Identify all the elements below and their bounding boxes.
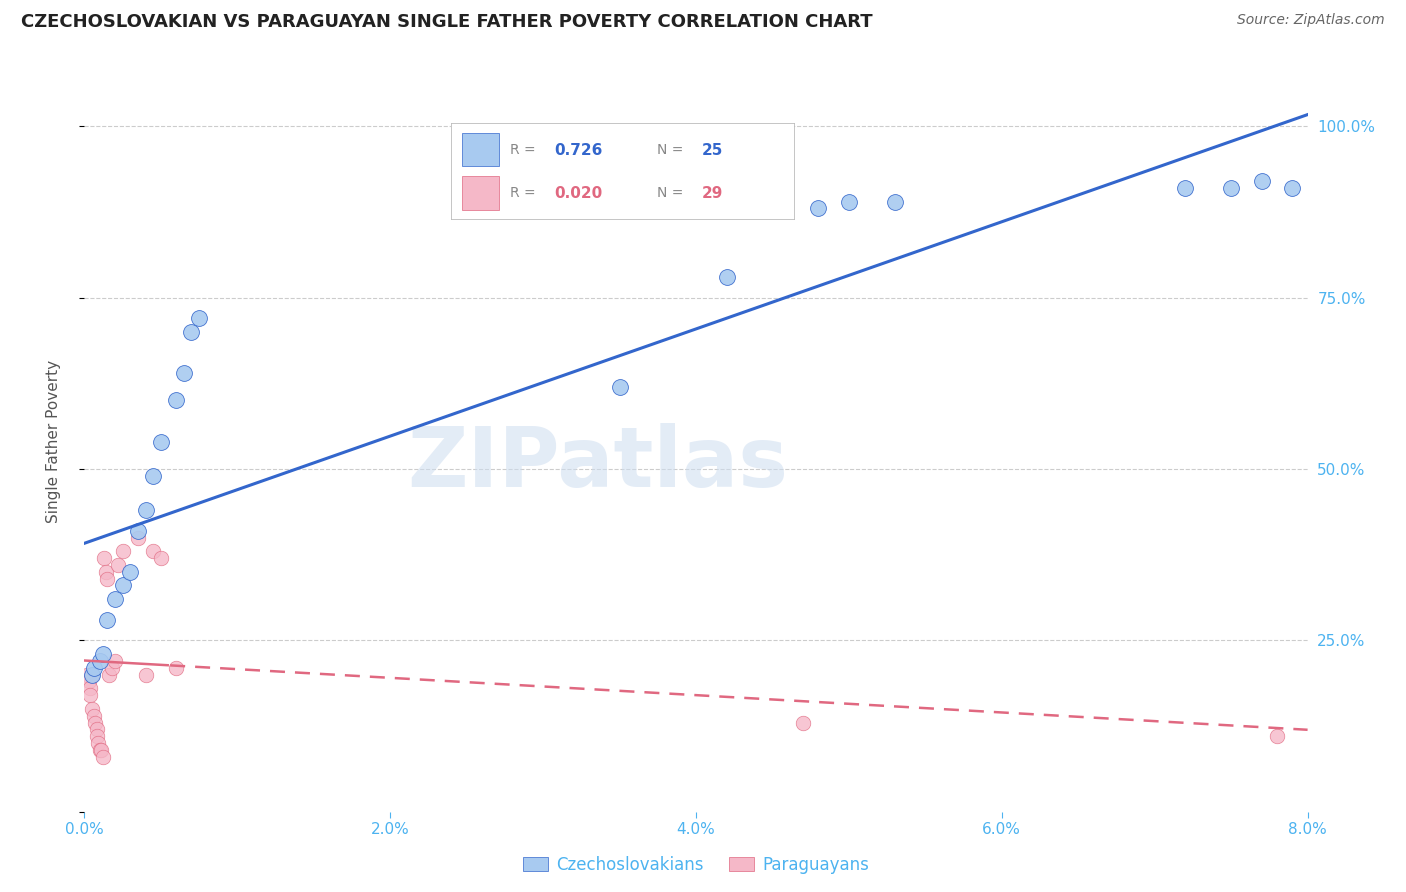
Point	[127, 531, 149, 545]
Point	[80, 702, 103, 716]
Point	[91, 750, 114, 764]
Point	[80, 667, 103, 681]
Point	[89, 654, 111, 668]
Point	[107, 558, 129, 572]
Point	[180, 325, 202, 339]
Point	[83, 661, 105, 675]
Point	[120, 565, 142, 579]
Legend: Czechoslovakians, Paraguayans: Czechoslovakians, Paraguayans	[523, 855, 869, 874]
Point	[111, 544, 134, 558]
Point	[89, 743, 111, 757]
Point	[149, 551, 172, 566]
Point	[86, 723, 108, 737]
Text: N =: N =	[657, 143, 688, 157]
Point	[90, 743, 112, 757]
Point	[91, 647, 114, 661]
Point	[111, 578, 134, 592]
Point	[93, 551, 115, 566]
FancyBboxPatch shape	[461, 176, 499, 210]
Point	[1265, 729, 1288, 743]
Point	[77, 674, 100, 689]
Point	[165, 661, 187, 675]
Point	[838, 194, 860, 209]
Point	[149, 434, 172, 449]
Point	[101, 661, 124, 675]
Point	[165, 393, 187, 408]
Point	[96, 613, 118, 627]
FancyBboxPatch shape	[461, 133, 499, 167]
Point	[716, 270, 738, 285]
Text: 0.020: 0.020	[554, 186, 602, 201]
Text: CZECHOSLOVAKIAN VS PARAGUAYAN SINGLE FATHER POVERTY CORRELATION CHART: CZECHOSLOVAKIAN VS PARAGUAYAN SINGLE FAT…	[21, 13, 873, 31]
Text: N =: N =	[657, 186, 688, 201]
Point	[173, 366, 195, 380]
Point	[96, 572, 118, 586]
Point	[76, 667, 98, 681]
Point	[84, 715, 107, 730]
Point	[1250, 174, 1272, 188]
Point	[135, 503, 157, 517]
Point	[79, 688, 101, 702]
Text: 29: 29	[702, 186, 723, 201]
Point	[104, 592, 127, 607]
Point	[807, 202, 830, 216]
Text: R =: R =	[509, 186, 540, 201]
Point	[87, 736, 110, 750]
Point	[609, 380, 631, 394]
Point	[86, 729, 108, 743]
Point	[1220, 181, 1243, 195]
Point	[127, 524, 149, 538]
Point	[883, 194, 905, 209]
Point	[104, 654, 127, 668]
Point	[94, 565, 117, 579]
Point	[135, 667, 157, 681]
Point	[188, 311, 211, 326]
Text: 0.726: 0.726	[554, 143, 602, 158]
Text: 25: 25	[702, 143, 723, 158]
Point	[97, 667, 120, 681]
Y-axis label: Single Father Poverty: Single Father Poverty	[46, 360, 60, 523]
Point	[1174, 181, 1197, 195]
Point	[79, 681, 101, 696]
Point	[142, 544, 165, 558]
Point	[1281, 181, 1303, 195]
Text: Source: ZipAtlas.com: Source: ZipAtlas.com	[1237, 13, 1385, 28]
Point	[142, 468, 165, 483]
Point	[83, 708, 105, 723]
Point	[80, 667, 103, 681]
Point	[792, 715, 814, 730]
Text: R =: R =	[509, 143, 540, 157]
Text: ZIPatlas: ZIPatlas	[408, 423, 789, 504]
